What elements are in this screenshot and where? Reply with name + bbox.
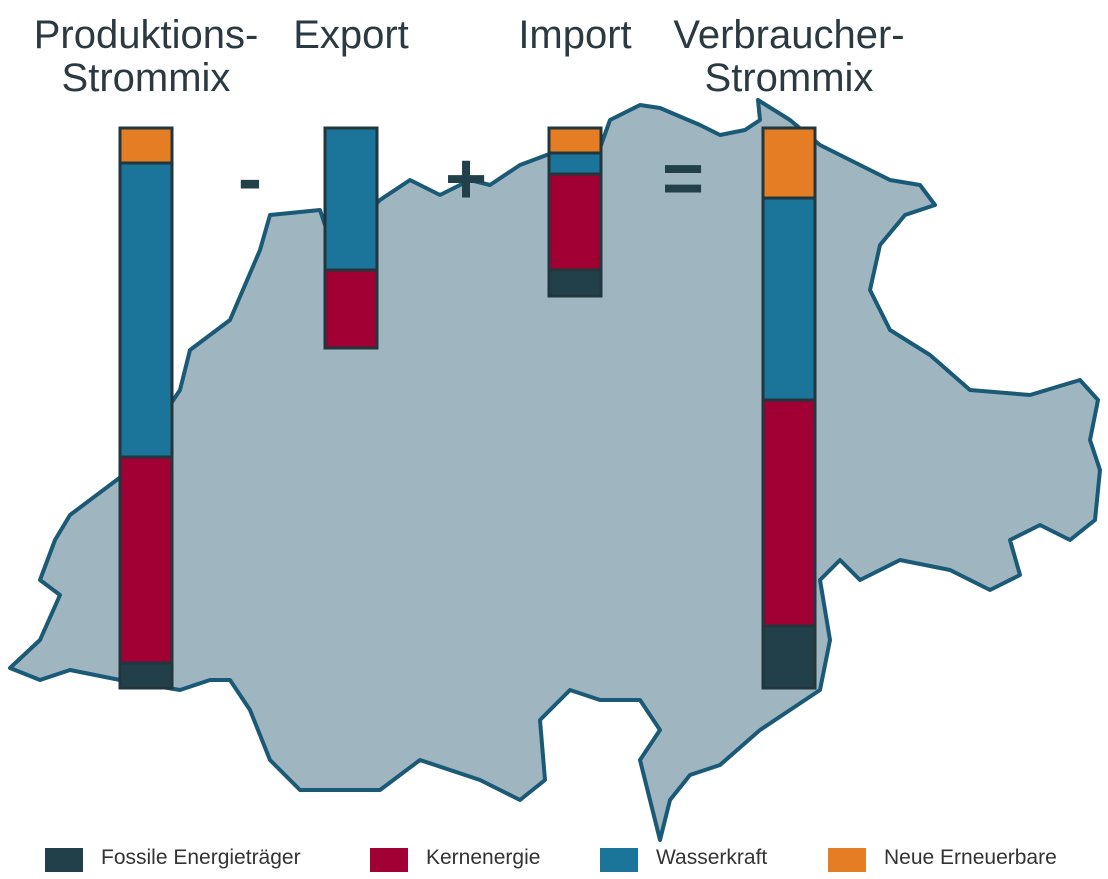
bar-label: Import [518,13,632,57]
bar-segment [547,126,603,155]
legend-label: Kernenergie [426,846,541,869]
bar-segment [761,398,817,628]
bar-segment [761,624,817,690]
legend-swatch [45,848,83,872]
legend-swatch [828,848,866,872]
bar-segment [547,172,603,272]
operator: = [661,139,705,219]
legend-label: Wasserkraft [656,846,768,869]
operator: - [238,139,262,219]
bar-segment [547,268,603,298]
legend-swatch [370,848,408,872]
bar-segment [761,196,817,402]
legend-label: Fossile Energieträger [101,846,301,869]
legend-swatch [600,848,638,872]
bar-segment [118,161,174,459]
bar-segment [323,268,379,350]
legend-label: Neue Erneuerbare [884,846,1057,869]
bar-label: Export [293,13,409,57]
bar-label: Produktions- Strommix [33,13,259,100]
bar-segment [118,455,174,665]
bar-segment [761,126,817,200]
bar-segment [118,126,174,165]
bar-segment [118,661,174,690]
operator: + [444,139,488,219]
bar-segment [547,151,603,176]
bar-segment [323,126,379,272]
bar-label: Verbraucher- Strommix [673,13,905,100]
